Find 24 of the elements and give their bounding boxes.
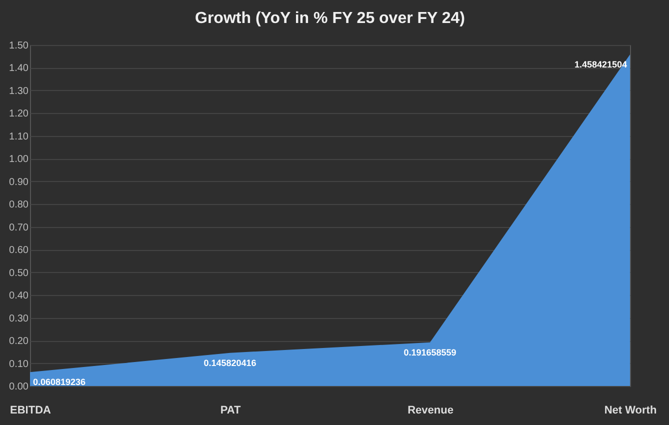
data-label: 0.191658559 (404, 347, 456, 358)
x-tick-label: Revenue (408, 404, 454, 416)
y-tick-label: 1.50 (9, 40, 29, 52)
y-tick-label: 0.10 (9, 358, 29, 370)
y-tick-label: 0.30 (9, 313, 29, 324)
x-tick-label: PAT (220, 404, 241, 416)
x-tick-label: Net Worth (604, 404, 657, 416)
y-tick-label: 0.60 (9, 245, 29, 256)
chart-title: Growth (YoY in % FY 25 over FY 24) (195, 10, 465, 27)
y-tick-label: 1.30 (9, 86, 29, 97)
y-tick-label: 1.20 (9, 108, 29, 120)
y-tick-label: 0.70 (9, 222, 29, 234)
y-tick-label: 1.10 (9, 131, 29, 142)
data-label: 0.145820416 (204, 358, 256, 368)
y-tick-label: 0.90 (9, 176, 29, 188)
data-label: 0.060819236 (33, 377, 86, 388)
y-tick-label: 0.00 (9, 382, 29, 392)
y-tick-label: 0.80 (9, 200, 29, 211)
y-tick-label: 1.40 (9, 63, 29, 74)
y-tick-label: 1.00 (9, 154, 29, 166)
y-tick-label: 0.50 (9, 268, 29, 279)
y-tick-label: 0.40 (9, 290, 29, 302)
y-tick-label: 0.20 (9, 336, 29, 348)
x-tick-label: EBITDA (10, 404, 52, 416)
